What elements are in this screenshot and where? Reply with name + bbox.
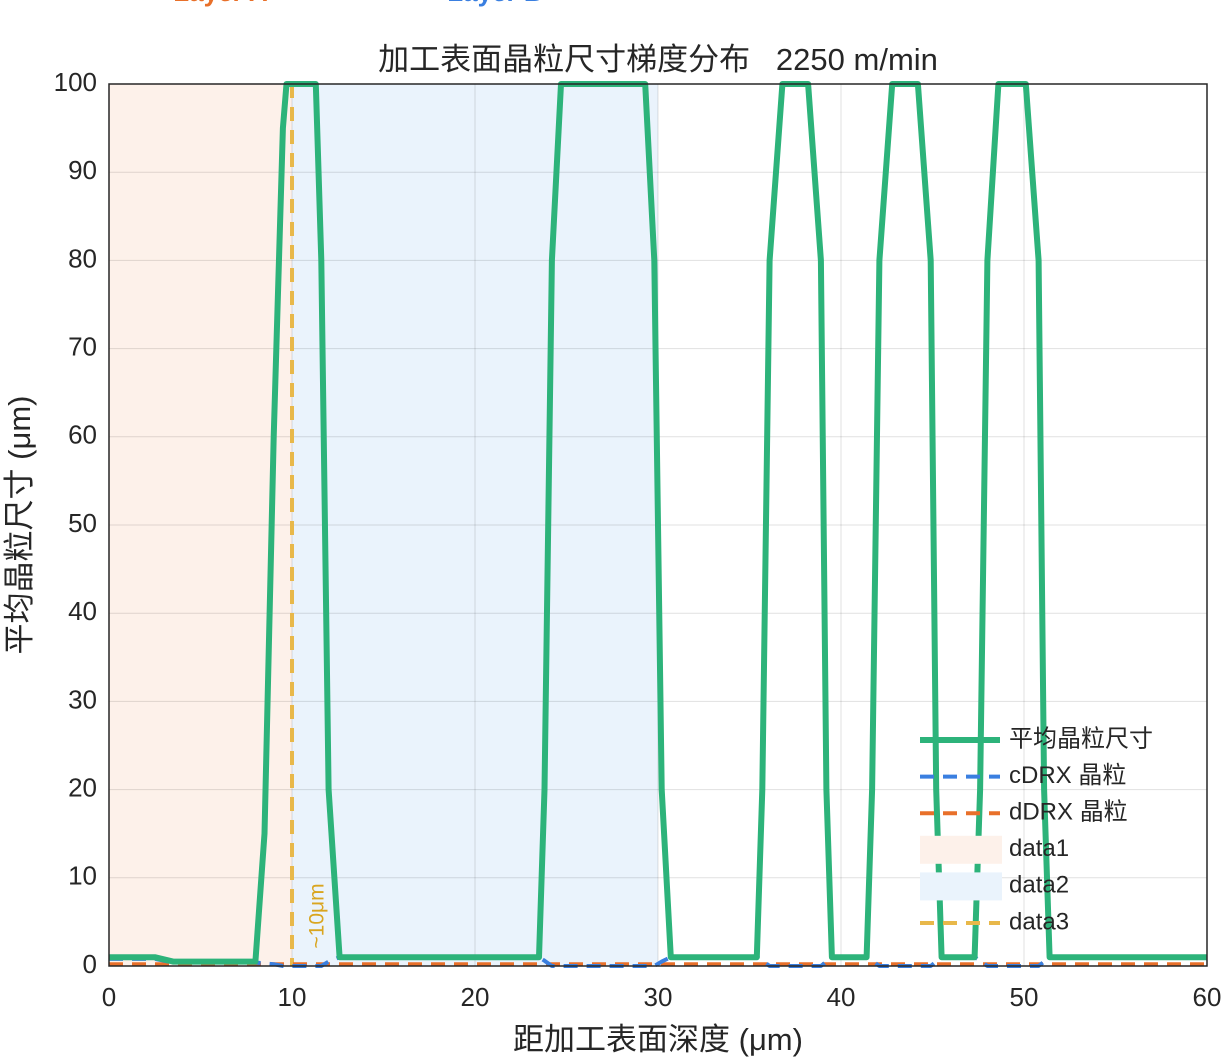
y-tick-label: 90	[68, 155, 97, 185]
y-tick-label: 60	[68, 420, 97, 450]
legend-label: data1	[1009, 835, 1069, 862]
legend-label: cDRX 晶粒	[1009, 762, 1126, 789]
y-axis-label: 平均晶粒尺寸 (μm)	[2, 396, 37, 655]
legend-label: 平均晶粒尺寸	[1009, 725, 1153, 752]
plot-frame	[108, 83, 1208, 967]
legend-label: data2	[1009, 872, 1069, 899]
x-tick-label: 0	[102, 982, 116, 1012]
y-tick-label: 100	[54, 67, 97, 97]
legend-swatch	[920, 872, 1002, 901]
y-tick-label: 10	[68, 861, 97, 891]
y-tick-label: 30	[68, 684, 97, 714]
region-label: Layer A	[173, 0, 268, 7]
legend-swatch	[920, 835, 1002, 864]
legend-label: data3	[1009, 908, 1069, 935]
region	[292, 84, 658, 966]
x-tick-label: 40	[827, 982, 856, 1012]
x-tick-label: 30	[644, 982, 673, 1012]
y-tick-label: 40	[68, 596, 97, 626]
y-tick-label: 80	[68, 243, 97, 273]
y-tick-label: 50	[68, 508, 97, 538]
x-tick-label: 60	[1193, 982, 1222, 1012]
legend-label: dDRX 晶粒	[1009, 799, 1128, 826]
x-tick-label: 10	[278, 982, 307, 1012]
y-tick-label: 70	[68, 331, 97, 361]
annotation: ~10μm	[306, 883, 329, 948]
region	[109, 84, 292, 966]
x-axis-label: 距加工表面深度 (μm)	[513, 1022, 803, 1057]
region-label: Layer B	[447, 0, 542, 7]
x-tick-label: 20	[461, 982, 490, 1012]
x-tick-label: 50	[1010, 982, 1039, 1012]
chart-title: 加工表面晶粒尺寸梯度分布 2250 m/min	[378, 42, 938, 77]
y-tick-label: 20	[68, 772, 97, 802]
y-tick-label: 0	[83, 949, 97, 979]
